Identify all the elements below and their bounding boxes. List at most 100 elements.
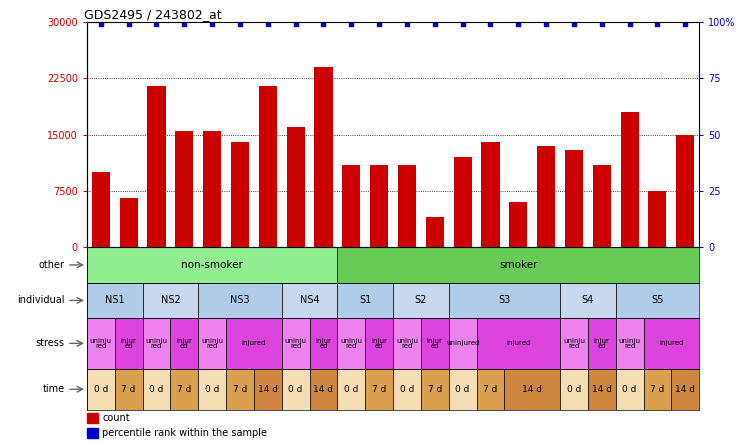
Bar xyxy=(393,318,421,369)
Bar xyxy=(87,247,337,283)
Bar xyxy=(588,318,616,369)
Text: 14 d: 14 d xyxy=(314,385,333,394)
Bar xyxy=(648,191,667,247)
Text: uninju
red: uninju red xyxy=(563,337,585,349)
Bar xyxy=(421,318,449,369)
Bar xyxy=(143,318,171,369)
Bar xyxy=(337,283,393,318)
Point xyxy=(345,20,357,27)
Point xyxy=(679,20,691,27)
Bar xyxy=(337,247,699,283)
Bar xyxy=(87,428,98,438)
Bar xyxy=(175,131,194,247)
Text: S1: S1 xyxy=(359,295,372,305)
Bar xyxy=(476,369,504,410)
Bar xyxy=(259,86,277,247)
Text: 14 d: 14 d xyxy=(258,385,277,394)
Point xyxy=(429,20,441,27)
Bar xyxy=(87,369,115,410)
Text: uninju
red: uninju red xyxy=(340,337,362,349)
Bar xyxy=(537,146,555,247)
Bar xyxy=(337,318,365,369)
Bar xyxy=(588,369,616,410)
Bar xyxy=(616,369,643,410)
Text: 14 d: 14 d xyxy=(523,385,542,394)
Bar xyxy=(393,369,421,410)
Text: 0 d: 0 d xyxy=(344,385,358,394)
Point xyxy=(484,20,496,27)
Text: 0 d: 0 d xyxy=(149,385,163,394)
Bar xyxy=(254,369,282,410)
Text: 0 d: 0 d xyxy=(205,385,219,394)
Text: injur
ed: injur ed xyxy=(371,337,387,349)
Bar xyxy=(314,67,333,247)
Bar xyxy=(565,150,583,247)
Point xyxy=(540,20,552,27)
Text: uninju
red: uninju red xyxy=(90,337,112,349)
Text: individual: individual xyxy=(17,295,65,305)
Text: uninju
red: uninju red xyxy=(201,337,223,349)
Text: NS3: NS3 xyxy=(230,295,250,305)
Bar xyxy=(226,369,254,410)
Bar xyxy=(643,369,671,410)
Point xyxy=(262,20,274,27)
Text: 7 d: 7 d xyxy=(177,385,191,394)
Text: time: time xyxy=(43,384,65,394)
Bar xyxy=(370,165,388,247)
Point xyxy=(373,20,385,27)
Text: 7 d: 7 d xyxy=(484,385,498,394)
Bar xyxy=(620,112,639,247)
Bar xyxy=(143,283,198,318)
Bar xyxy=(147,86,166,247)
Text: S4: S4 xyxy=(581,295,594,305)
Bar xyxy=(676,135,694,247)
Text: 7 d: 7 d xyxy=(651,385,665,394)
Bar xyxy=(449,369,476,410)
Text: 7 d: 7 d xyxy=(233,385,247,394)
Bar xyxy=(481,142,500,247)
Bar xyxy=(231,142,249,247)
Text: 7 d: 7 d xyxy=(428,385,442,394)
Text: GDS2495 / 243802_at: GDS2495 / 243802_at xyxy=(84,8,222,21)
Bar xyxy=(92,172,110,247)
Text: uninju
red: uninju red xyxy=(146,337,168,349)
Point xyxy=(568,20,580,27)
Point xyxy=(623,20,635,27)
Point xyxy=(234,20,246,27)
Point xyxy=(95,20,107,27)
Bar xyxy=(120,198,138,247)
Bar xyxy=(310,318,337,369)
Bar xyxy=(671,369,699,410)
Text: S3: S3 xyxy=(498,295,511,305)
Text: 14 d: 14 d xyxy=(592,385,612,394)
Bar xyxy=(560,369,588,410)
Bar xyxy=(203,131,222,247)
Bar xyxy=(115,369,143,410)
Text: 0 d: 0 d xyxy=(456,385,470,394)
Bar xyxy=(87,283,143,318)
Point xyxy=(178,20,190,27)
Text: uninju
red: uninju red xyxy=(619,337,640,349)
Text: uninju
red: uninju red xyxy=(285,337,307,349)
Bar xyxy=(449,318,476,369)
Text: 0 d: 0 d xyxy=(289,385,302,394)
Point xyxy=(457,20,469,27)
Point xyxy=(151,20,163,27)
Text: injur
ed: injur ed xyxy=(594,337,609,349)
Text: injur
ed: injur ed xyxy=(427,337,443,349)
Text: 7 d: 7 d xyxy=(372,385,386,394)
Bar xyxy=(476,318,560,369)
Bar xyxy=(365,369,393,410)
Bar xyxy=(449,283,560,318)
Point xyxy=(401,20,413,27)
Text: injur
ed: injur ed xyxy=(316,337,331,349)
Bar xyxy=(560,318,588,369)
Bar xyxy=(282,318,310,369)
Bar xyxy=(87,318,115,369)
Text: S2: S2 xyxy=(414,295,427,305)
Bar xyxy=(560,283,616,318)
Text: injured: injured xyxy=(659,341,684,346)
Point xyxy=(206,20,218,27)
Bar xyxy=(616,283,699,318)
Text: other: other xyxy=(39,260,65,270)
